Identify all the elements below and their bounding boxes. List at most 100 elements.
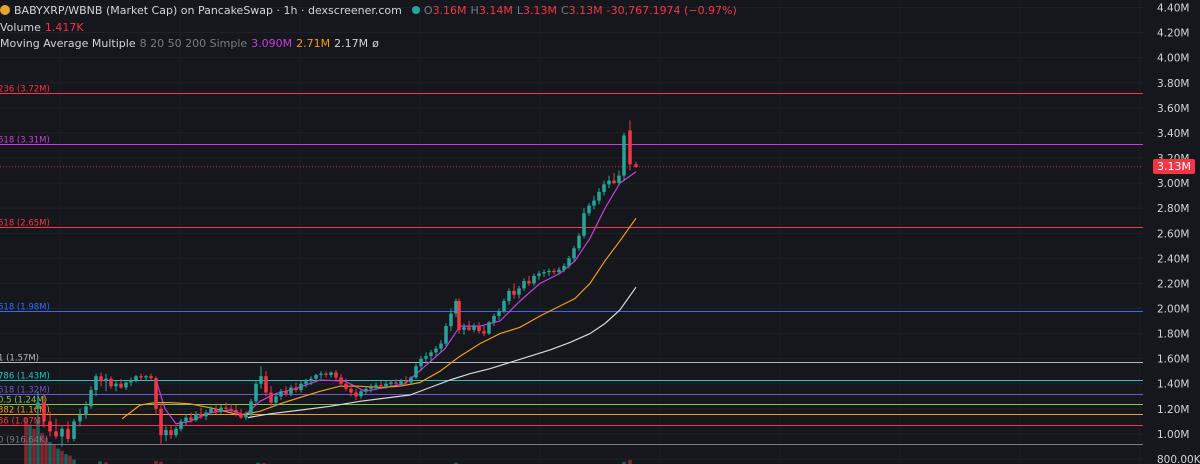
fib-level-label: 382 (1.16M) bbox=[0, 406, 50, 416]
candle-body bbox=[389, 382, 393, 384]
fib-level-label: 236 (3.72M) bbox=[0, 85, 50, 95]
candle-body bbox=[582, 213, 586, 236]
candle-body bbox=[154, 378, 158, 409]
volume-bar bbox=[56, 448, 60, 464]
candle-body bbox=[199, 413, 203, 417]
candle-body bbox=[597, 191, 601, 201]
volume-bar bbox=[52, 444, 56, 464]
candle-body bbox=[129, 379, 133, 383]
candle-body bbox=[249, 401, 253, 416]
candle-body bbox=[532, 275, 536, 284]
candle-body bbox=[374, 384, 378, 388]
candle-body bbox=[329, 372, 333, 375]
candle-body bbox=[444, 326, 448, 344]
candle-body bbox=[354, 392, 358, 397]
candle-body bbox=[109, 378, 113, 387]
candle-body bbox=[467, 327, 471, 330]
candle-body bbox=[299, 383, 303, 391]
candle-body bbox=[557, 269, 561, 273]
fib-level-label: 786 (1.43M) bbox=[0, 372, 50, 382]
y-axis-tick-label: 4.00M bbox=[1157, 53, 1189, 65]
volume-bar bbox=[628, 460, 632, 464]
y-axis-tick-label: 1.40M bbox=[1157, 379, 1189, 391]
ohlc-open: 3.16M bbox=[432, 4, 467, 17]
candle-body bbox=[434, 348, 438, 353]
candle-body bbox=[622, 135, 626, 176]
candle-body bbox=[419, 358, 423, 367]
candle-body bbox=[314, 374, 318, 379]
candle-body bbox=[344, 383, 348, 389]
candle-body bbox=[339, 377, 343, 384]
moving-average-line bbox=[121, 217, 637, 420]
fib-level-label: 1 (1.57M) bbox=[0, 354, 39, 364]
candle-body bbox=[424, 356, 428, 359]
volume-bar bbox=[256, 462, 260, 464]
volume-bar bbox=[454, 462, 458, 464]
candle-body bbox=[449, 313, 453, 327]
candle-body bbox=[114, 383, 118, 387]
candle-body bbox=[174, 428, 178, 436]
y-axis-tick-label: 1.60M bbox=[1157, 354, 1189, 366]
candle-body bbox=[94, 376, 98, 391]
candle-body bbox=[72, 421, 76, 439]
token-logo-icon bbox=[0, 5, 10, 15]
candle-body bbox=[537, 273, 541, 276]
candle-body bbox=[547, 270, 551, 273]
candle-body bbox=[214, 408, 218, 412]
y-axis-tick-label: 800.00K bbox=[1157, 454, 1200, 464]
candle-body bbox=[66, 428, 70, 439]
candle-body bbox=[254, 383, 258, 402]
candle-body bbox=[36, 402, 40, 409]
candle-body bbox=[359, 391, 363, 397]
candle-body bbox=[497, 311, 501, 317]
candle-body bbox=[517, 288, 521, 295]
candle-body bbox=[577, 235, 581, 249]
candle-body bbox=[124, 382, 128, 388]
candle-body bbox=[472, 326, 476, 330]
candle-body bbox=[134, 376, 138, 380]
candle-body bbox=[204, 412, 208, 417]
candle-body bbox=[189, 417, 193, 421]
candle-body bbox=[457, 300, 461, 330]
y-axis-tick-label: 2.40M bbox=[1157, 253, 1189, 265]
candle-body bbox=[414, 366, 418, 378]
candle-body bbox=[429, 352, 433, 357]
candle-body bbox=[169, 430, 173, 436]
candle-body bbox=[487, 322, 491, 334]
volume-bar bbox=[36, 420, 40, 464]
candle-body bbox=[384, 383, 388, 387]
candle-body bbox=[60, 428, 64, 437]
fib-level-label: 618 (3.31M) bbox=[0, 136, 50, 146]
candle-body bbox=[164, 430, 168, 436]
fib-level-label: 618 (1.98M) bbox=[0, 303, 50, 313]
candle-body bbox=[279, 391, 283, 397]
volume-bar bbox=[48, 442, 52, 464]
candle-body bbox=[244, 415, 248, 418]
y-axis-tick-label: 2.00M bbox=[1157, 303, 1189, 315]
moving-average-legend[interactable]: Moving Average Multiple 8 20 50 200 Simpl… bbox=[0, 37, 383, 50]
volume-bar bbox=[40, 433, 44, 464]
y-axis-tick-label: 3.60M bbox=[1157, 103, 1189, 115]
candle-body bbox=[264, 376, 268, 393]
candle-body bbox=[394, 382, 398, 384]
ma50-value: 2.17M bbox=[334, 37, 369, 50]
candle-body bbox=[617, 175, 621, 184]
candle-body bbox=[269, 392, 273, 403]
candle-body bbox=[219, 407, 223, 412]
candle-body bbox=[607, 180, 611, 185]
candle-body bbox=[409, 377, 413, 383]
candle-body bbox=[89, 390, 93, 407]
y-axis-tick-label: 2.20M bbox=[1157, 278, 1189, 290]
candle-body bbox=[234, 410, 238, 414]
candle-body bbox=[439, 343, 443, 349]
volume-bar bbox=[44, 437, 48, 464]
candle-body bbox=[512, 290, 516, 295]
candle-body bbox=[139, 376, 143, 378]
candle-body bbox=[567, 258, 571, 266]
volume-legend[interactable]: Volume 1.417K bbox=[0, 21, 88, 34]
ohlc-change: -30,767.1974 (−0.97%) bbox=[606, 4, 737, 17]
candle-body bbox=[562, 265, 566, 270]
y-axis-tick-label: 3.40M bbox=[1157, 128, 1189, 140]
